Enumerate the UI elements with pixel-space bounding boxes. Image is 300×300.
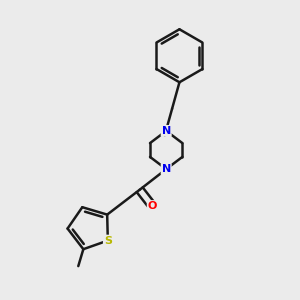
Text: N: N (162, 164, 171, 174)
Text: O: O (148, 201, 157, 211)
Text: S: S (104, 236, 112, 246)
Text: N: N (162, 126, 171, 136)
